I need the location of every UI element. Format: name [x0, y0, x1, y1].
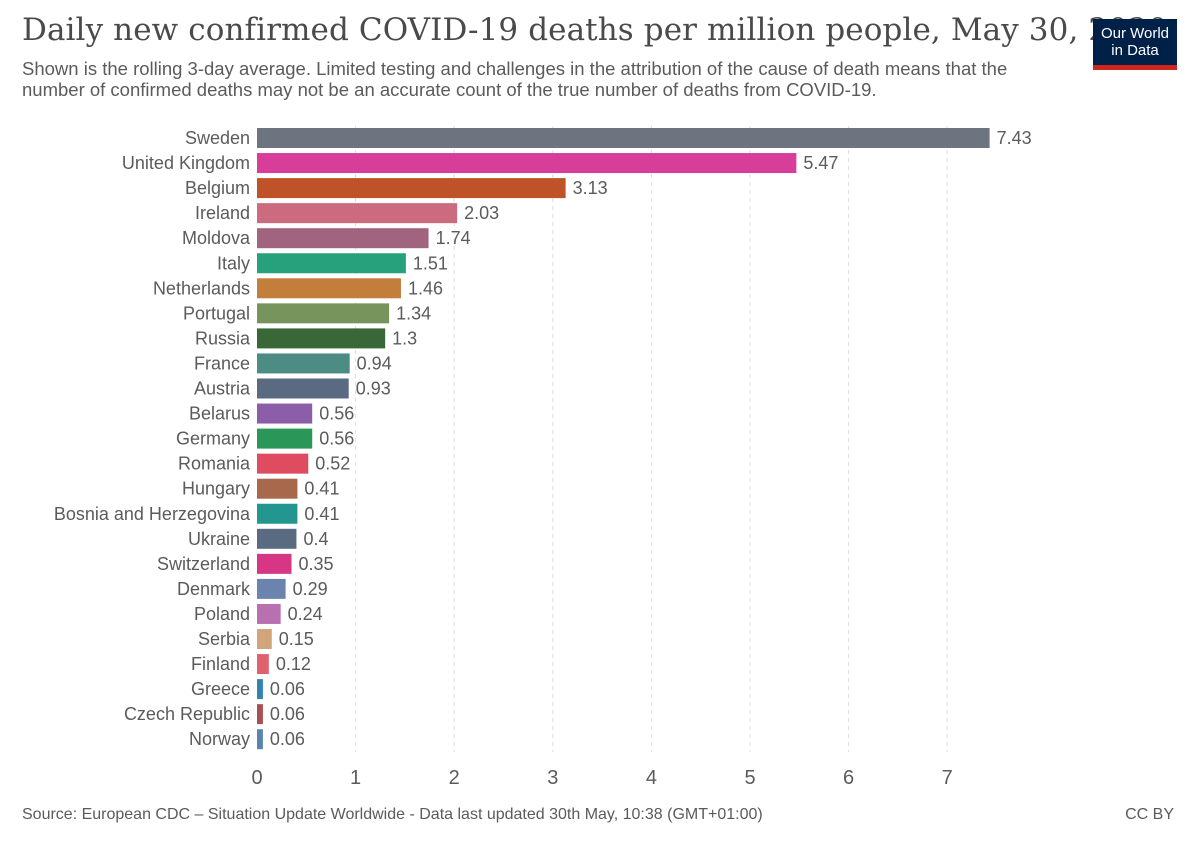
category-label: Czech Republic — [124, 704, 250, 724]
category-label: Austria — [194, 379, 251, 399]
bar-belarus[interactable] — [257, 403, 313, 424]
owid-logo[interactable]: Our World in Data — [1093, 19, 1177, 70]
x-tick-label: 2 — [449, 767, 460, 789]
category-label: Finland — [191, 654, 250, 674]
value-label: 0.56 — [319, 429, 354, 449]
bar-moldova[interactable] — [257, 228, 429, 249]
category-label: Netherlands — [153, 278, 250, 298]
bar-czech-republic[interactable] — [257, 704, 263, 725]
value-label: 1.34 — [396, 303, 431, 323]
category-label: France — [194, 353, 250, 373]
value-label: 0.35 — [299, 554, 334, 574]
bar-denmark[interactable] — [257, 578, 286, 599]
bar-belgium[interactable] — [257, 178, 566, 199]
value-label: 0.29 — [293, 579, 328, 599]
bar-germany[interactable] — [257, 428, 313, 449]
bar-france[interactable] — [257, 353, 350, 374]
value-label: 0.15 — [279, 629, 314, 649]
bar-norway[interactable] — [257, 729, 263, 750]
category-label: Sweden — [185, 128, 250, 148]
value-label: 0.56 — [319, 404, 354, 424]
value-label: 0.94 — [357, 353, 392, 373]
category-label: Greece — [191, 679, 250, 699]
x-tick-label: 7 — [942, 767, 953, 789]
value-label: 0.41 — [304, 504, 339, 524]
value-label: 0.93 — [356, 379, 391, 399]
category-label: Italy — [217, 253, 250, 273]
x-tick-label: 5 — [744, 767, 755, 789]
category-label: Hungary — [182, 479, 250, 499]
category-label: Serbia — [198, 629, 251, 649]
category-label: Norway — [189, 729, 250, 749]
category-label: Belarus — [189, 404, 250, 424]
bar-netherlands[interactable] — [257, 278, 401, 299]
value-label: 0.52 — [315, 454, 350, 474]
category-label: Belgium — [185, 178, 250, 198]
value-label: 0.12 — [276, 654, 311, 674]
value-label: 1.46 — [408, 278, 443, 298]
value-label: 3.13 — [573, 178, 608, 198]
bar-portugal[interactable] — [257, 303, 390, 324]
logo-line-2: in Data — [1111, 42, 1159, 59]
category-label: Switzerland — [157, 554, 250, 574]
category-label: Moldova — [182, 228, 251, 248]
bar-chart: 0 1 2 3 4 5 6 7 Sweden 7.43 United Kingdom 5.47 Belg… — [54, 126, 1032, 789]
x-tick-label: 6 — [843, 767, 854, 789]
category-label: Poland — [194, 604, 250, 624]
category-label: United Kingdom — [122, 153, 250, 173]
chart-title: Daily new confirmed COVID-19 deaths per … — [22, 12, 1168, 48]
category-label: Denmark — [177, 579, 251, 599]
category-label: Germany — [176, 429, 250, 449]
category-label: Bosnia and Herzegovina — [54, 504, 251, 524]
bar-poland[interactable] — [257, 603, 281, 624]
license-link[interactable]: CC BY — [1125, 806, 1174, 823]
value-label: 7.43 — [997, 128, 1032, 148]
x-tick-label: 3 — [547, 767, 558, 789]
category-label: Ireland — [195, 203, 250, 223]
bar-bosnia-and-herzegovina[interactable] — [257, 503, 298, 524]
category-label: Portugal — [183, 303, 250, 323]
value-label: 0.24 — [288, 604, 323, 624]
bar-serbia[interactable] — [257, 629, 272, 649]
bar-romania[interactable] — [257, 453, 309, 474]
value-label: 0.4 — [303, 529, 328, 549]
value-label: 5.47 — [803, 153, 838, 173]
bar-switzerland[interactable] — [257, 553, 292, 574]
x-tick-label: 0 — [251, 767, 262, 789]
category-label: Romania — [178, 454, 251, 474]
bar-italy[interactable] — [257, 253, 406, 274]
x-tick-label: 4 — [646, 767, 657, 789]
value-label: 0.06 — [270, 679, 305, 699]
value-label: 1.74 — [436, 228, 471, 248]
bar-ireland[interactable] — [257, 203, 458, 224]
bar-sweden[interactable] — [257, 128, 990, 148]
bar-hungary[interactable] — [257, 478, 298, 499]
chart-subtitle: Shown is the rolling 3-day average. Limi… — [22, 58, 1008, 100]
bar-russia[interactable] — [257, 328, 386, 349]
value-label: 1.51 — [413, 253, 448, 273]
category-label: Russia — [195, 328, 251, 348]
source-note: Source: European CDC – Situation Update … — [22, 806, 763, 823]
bar-greece[interactable] — [257, 679, 263, 700]
bar-united-kingdom[interactable] — [257, 153, 797, 174]
bar-finland[interactable] — [257, 654, 269, 675]
x-tick-label: 1 — [350, 767, 361, 789]
value-label: 2.03 — [464, 203, 499, 223]
value-label: 1.3 — [392, 328, 417, 348]
value-label: 0.06 — [270, 704, 305, 724]
category-label: Ukraine — [188, 529, 250, 549]
bar-austria[interactable] — [257, 378, 349, 399]
value-label: 0.41 — [304, 479, 339, 499]
logo-line-1: Our World — [1100, 25, 1170, 42]
bar-ukraine[interactable] — [257, 528, 297, 549]
value-label: 0.06 — [270, 729, 305, 749]
